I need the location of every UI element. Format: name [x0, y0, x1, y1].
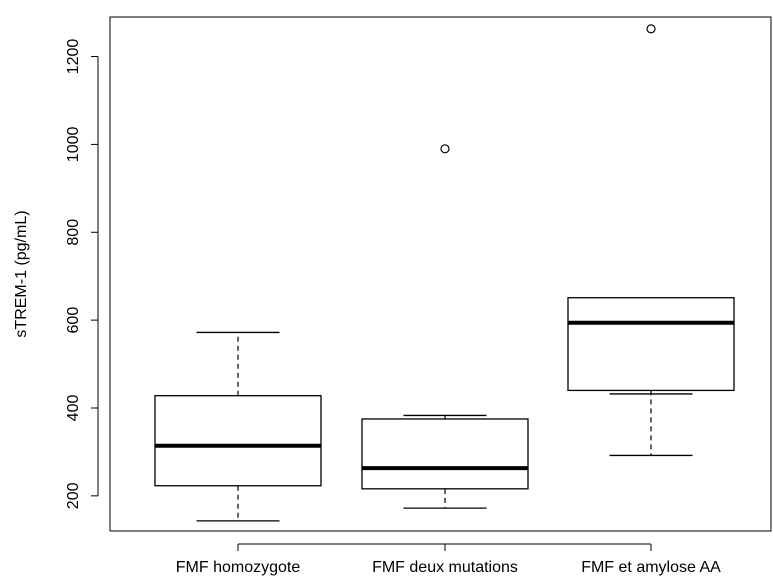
y-tick-label: 400 [65, 395, 82, 422]
y-tick-label: 800 [65, 219, 82, 246]
box-2 [361, 144, 529, 509]
x-category-label: FMF et amylose AA [581, 559, 721, 576]
outlier-point [646, 24, 656, 34]
y-axis: 200 400 600 800 1000 1200 [65, 39, 99, 509]
plot-frame [109, 16, 772, 532]
y-axis-title: sTREM-1 (pg/mL) [13, 210, 30, 337]
iqr-box [361, 418, 529, 490]
y-tick-label: 600 [65, 307, 82, 334]
iqr-box [567, 297, 735, 392]
iqr-box [154, 395, 322, 487]
x-category-label: FMF homozygote [176, 559, 301, 576]
boxes [154, 24, 735, 522]
y-tick-label: 200 [65, 482, 82, 509]
x-category-label: FMF deux mutations [372, 559, 518, 576]
x-axis: FMF homozygote FMF deux mutations FMF et a… [176, 543, 721, 576]
y-tick-label: 1200 [65, 39, 82, 75]
box-3 [567, 24, 735, 457]
outlier-point [440, 144, 450, 154]
box-1 [154, 331, 322, 522]
y-tick-label: 1000 [65, 127, 82, 163]
